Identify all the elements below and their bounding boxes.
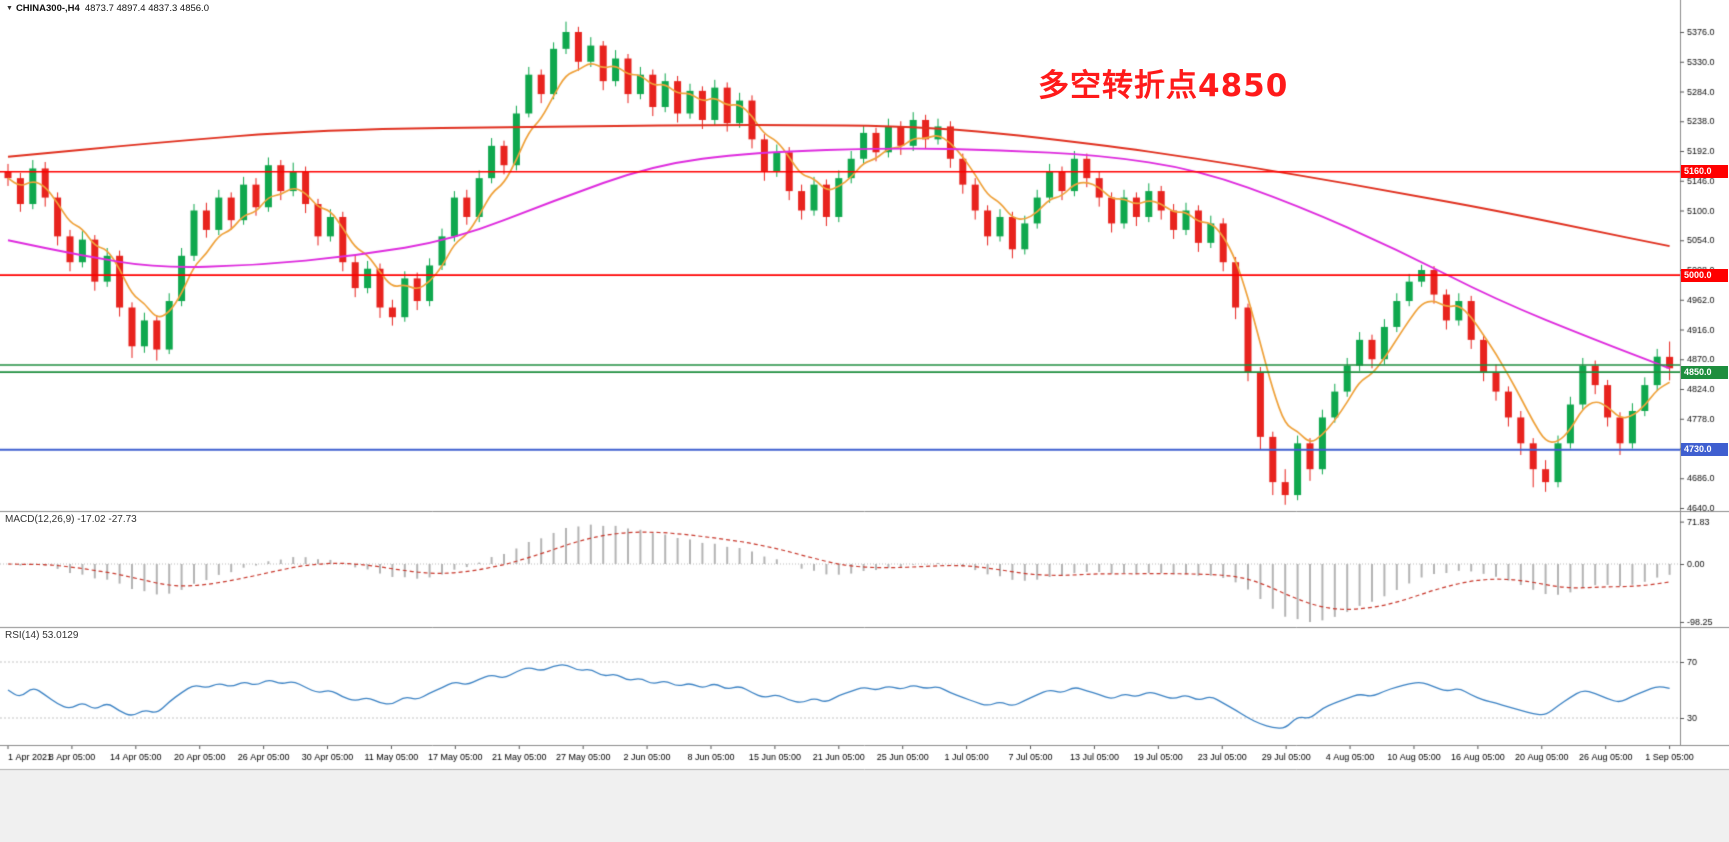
ohlc-readout: 4873.7 4897.4 4837.3 4856.0	[84, 3, 209, 14]
symbol-dropdown-icon[interactable]: ▼	[6, 5, 13, 12]
symbol-name: CHINA300-,H4	[15, 3, 80, 14]
price-level-badge-5160[interactable]: 5160.0	[1681, 165, 1728, 179]
price-level-badge-4850[interactable]: 4850.0	[1681, 365, 1728, 379]
price-level-badge-4730[interactable]: 4730.0	[1681, 443, 1728, 457]
annotation-text: 多空转折点4850	[1038, 68, 1289, 104]
symbol-readout: ▼ CHINA300-,H4 4873.7 4897.4 4837.3 4856.0	[6, 3, 209, 14]
macd-indicator-label: MACD(12,26,9) -17.02 -27.73	[5, 514, 137, 525]
rsi-indicator-label: RSI(14) 53.0129	[5, 630, 79, 641]
price-level-badge-5000[interactable]: 5000.0	[1681, 268, 1728, 282]
